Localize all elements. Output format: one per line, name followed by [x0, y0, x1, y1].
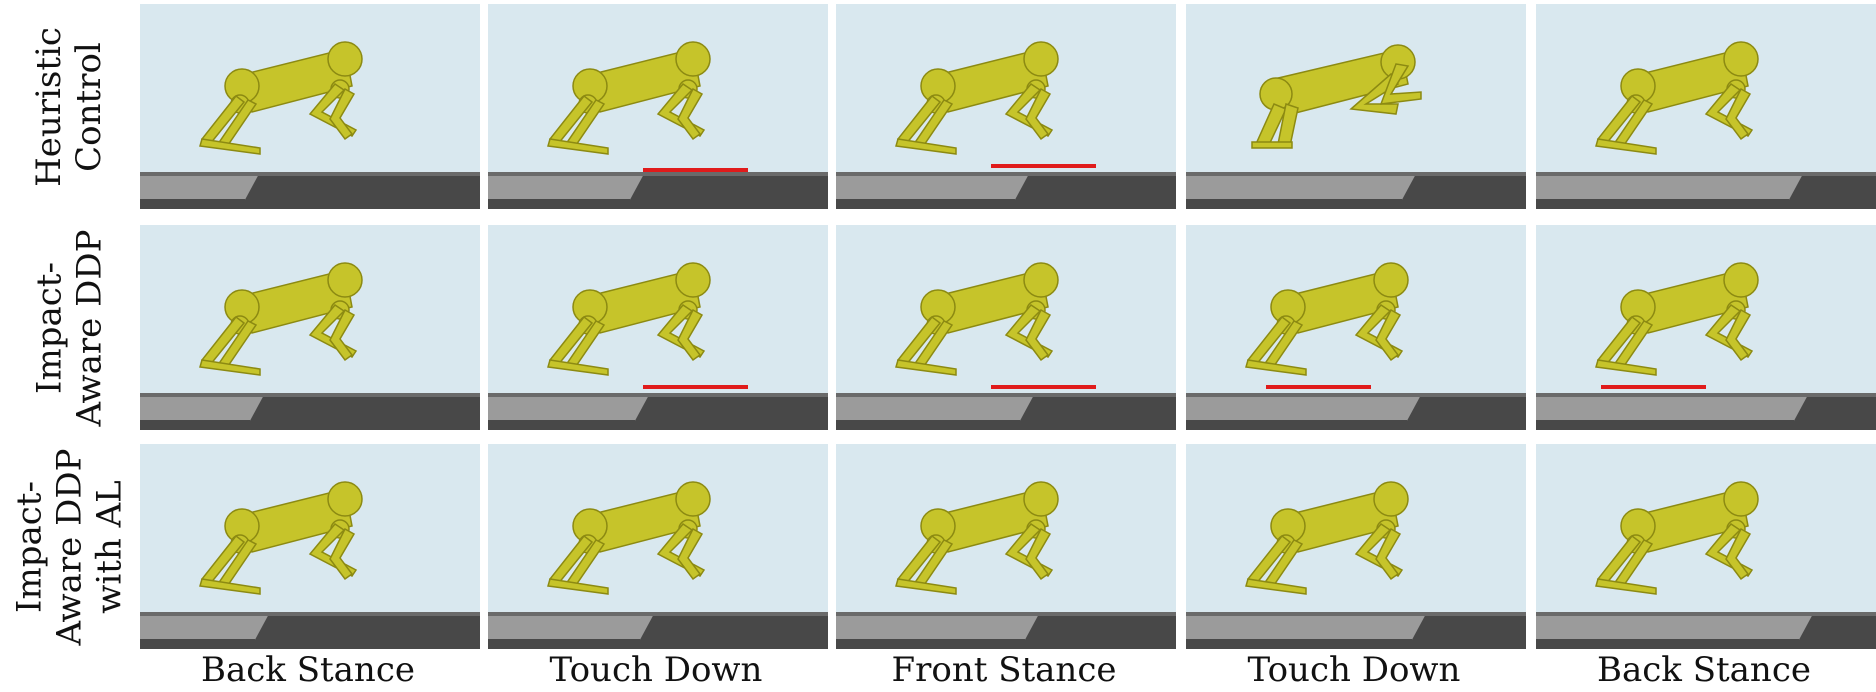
row-label-line: Aware DDP: [49, 448, 90, 645]
robot-quadruped: [1595, 41, 1759, 155]
robot-quadruped: [895, 481, 1059, 595]
ground-plane: [1536, 612, 1876, 649]
column-label-front-stance: Front Stance: [891, 650, 1117, 690]
robot-quadruped: [547, 41, 711, 155]
robot-quadruped: [895, 262, 1059, 376]
impact-marker-line: [1266, 385, 1371, 389]
robot-quadruped: [199, 41, 363, 155]
sim-panel: [1186, 4, 1526, 209]
row-label-line: Heuristic: [29, 26, 70, 187]
robot-quadruped: [547, 262, 711, 376]
impact-marker-line: [991, 164, 1096, 168]
robot-quadruped: [547, 481, 711, 595]
robot-quadruped: [1251, 44, 1422, 149]
ground-plane: [836, 172, 1176, 209]
robot-quadruped: [199, 262, 363, 376]
row-label-heuristic-control: Heuristic Control: [0, 4, 138, 209]
row-label-impact-aware-ddp-al: Impact- Aware DDP with AL: [0, 444, 138, 649]
ground-plane: [1536, 172, 1876, 209]
column-label-back-stance: Back Stance: [1597, 650, 1811, 690]
robot-quadruped: [1245, 262, 1409, 376]
row-label-line: with AL: [89, 479, 130, 614]
sim-panel: [140, 225, 480, 430]
ground-plane: [140, 172, 480, 209]
impact-marker-line: [991, 385, 1096, 389]
column-label-touch-down: Touch Down: [1247, 650, 1461, 690]
sim-panel: [1536, 4, 1876, 209]
robot-quadruped: [1595, 481, 1759, 595]
column-label-touch-down: Touch Down: [549, 650, 763, 690]
sim-panel: [140, 4, 480, 209]
ground-plane: [488, 172, 828, 209]
ground-plane: [1186, 612, 1526, 649]
robot-quadruped: [895, 41, 1059, 155]
row-label-line: Control: [69, 41, 110, 172]
sim-panel: [140, 444, 480, 649]
sim-panel: [836, 4, 1176, 209]
ground-plane: [1186, 393, 1526, 430]
impact-marker-line: [643, 385, 748, 389]
ground-plane: [488, 393, 828, 430]
row-label-line: Impact-: [9, 480, 50, 613]
ground-plane: [1536, 393, 1876, 430]
sim-panel: [488, 4, 828, 209]
ground-plane: [140, 393, 480, 430]
impact-marker-line: [1601, 385, 1706, 389]
sim-panel: [1186, 225, 1526, 430]
sim-panel: [1536, 225, 1876, 430]
ground-plane: [836, 393, 1176, 430]
sim-panel: [488, 444, 828, 649]
sim-panel: [836, 444, 1176, 649]
sim-panel: [1536, 444, 1876, 649]
impact-marker-line: [643, 168, 748, 172]
sim-panel: [836, 225, 1176, 430]
sim-panel: [488, 225, 828, 430]
ground-plane: [836, 612, 1176, 649]
column-label-back-stance: Back Stance: [201, 650, 415, 690]
ground-plane: [140, 612, 480, 649]
ground-plane: [488, 612, 828, 649]
row-label-line: Impact-: [29, 261, 70, 394]
robot-quadruped: [199, 481, 363, 595]
row-label-line: Aware DDP: [69, 229, 110, 426]
robot-quadruped: [1595, 262, 1759, 376]
sim-panel: [1186, 444, 1526, 649]
robot-quadruped: [1245, 481, 1409, 595]
row-label-impact-aware-ddp: Impact- Aware DDP: [0, 225, 138, 430]
ground-plane: [1186, 172, 1526, 209]
